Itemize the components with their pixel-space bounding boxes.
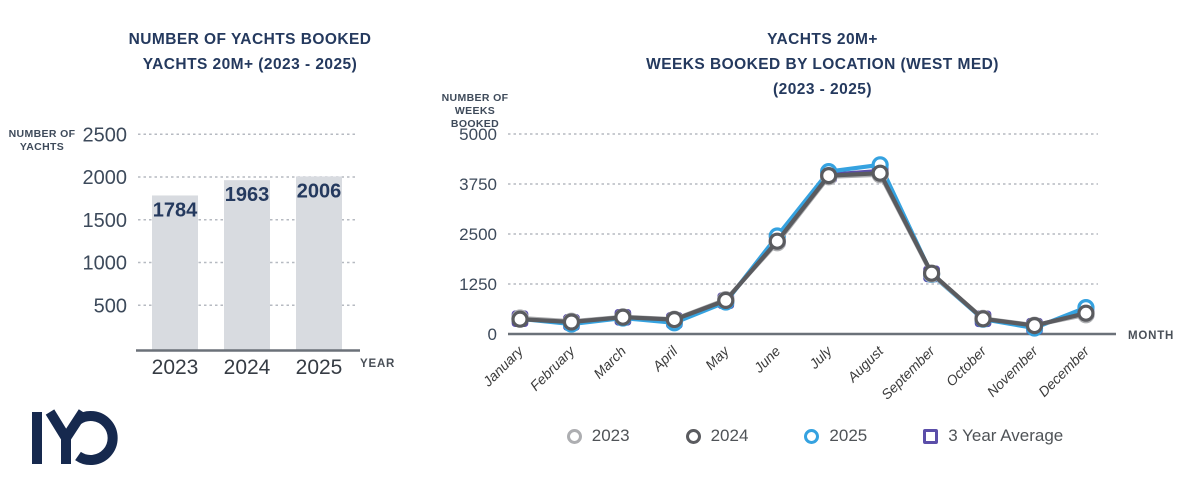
bar-y-tick-label: 1500 [83,210,128,232]
line-chart-y-axis-label: NUMBER OF WEEKS BOOKED [430,92,520,131]
bar-chart-y-axis-label-line2: YACHTS [19,141,65,153]
line-chart-x-axis-label: MONTH [1128,330,1175,342]
iyc-logo [32,409,118,465]
data-point-2024 [511,310,529,328]
legend-item-2024: 2024 [685,426,749,446]
line-chart-title-line2: WEEKS BOOKED BY LOCATION (WEST MED) [646,56,999,73]
data-point-2024 [717,291,735,309]
month-tick-label: May [702,342,733,373]
bar-2024 [224,180,270,350]
legend-label: 2024 [710,426,749,445]
bar-x-tick-label: 2023 [152,356,199,379]
bar-chart-x-axis-label: YEAR [360,358,396,370]
month-tick-label: August [843,342,887,386]
bar-chart-title: NUMBER OF YACHTS BOOKED YACHTS 20M+ (202… [110,27,390,77]
line-chart-y-axis-label-line1: NUMBER OF [441,92,509,104]
bar-chart-plot: 500 1000 1500 2000 2500 1784 2023 1963 2024 2006 2… [83,124,360,379]
line-y-tick-label: 1250 [459,275,497,294]
series-line-2025 [517,162,1089,331]
bar-chart-y-axis-label: NUMBER OF YACHTS [6,128,78,154]
series-line-2024 [517,171,1089,328]
legend-item-2025: 2025 [804,426,867,446]
month-tick-label: July [805,342,835,372]
data-point-2024 [922,264,941,282]
iyc-logo-letter-c [75,411,118,465]
series-line-2023 [517,172,1089,328]
data-point-2024 [820,167,838,185]
bar-y-tick-label: 2000 [83,167,128,189]
iyc-logo-letter-i [32,412,42,464]
month-tick-label: February [527,342,579,394]
line-y-tick-label: 5000 [459,125,497,144]
bar-chart-title-line1: NUMBER OF YACHTS BOOKED [128,31,372,48]
legend-circle-swatch [804,428,820,444]
data-point-2024 [768,232,786,250]
line-y-tick-label: 3750 [459,175,497,194]
month-tick-label: March [590,343,629,382]
data-point-2024 [1025,317,1044,335]
month-tick-label: January [479,342,527,390]
month-tick-label: September [878,342,939,403]
line-chart-title-line3: (2023 - 2025) [773,81,872,98]
legend-label: 3 Year Average [948,426,1064,445]
legend-label: 2025 [829,426,868,445]
legend-circle-swatch [566,428,582,444]
month-tick-label: April [649,342,681,374]
bar-value-label: 2006 [297,180,342,202]
line-y-tick-label: 2500 [459,225,497,244]
bar-x-tick-label: 2024 [224,356,271,379]
bar-y-tick-label: 1000 [83,253,128,275]
data-point-2024 [871,164,889,182]
data-point-2024 [974,310,992,328]
legend-item-2023: 2023 [566,426,630,446]
data-point-2024 [1077,304,1095,322]
month-tick-label: October [943,342,990,389]
data-point-2024 [614,308,632,326]
month-tick-label: June [750,343,784,377]
bar-x-tick-label: 2025 [296,356,343,379]
legend-square-swatch [923,428,939,444]
bar-value-label: 1963 [225,184,270,206]
bar-chart-title-line2: YACHTS 20M+ (2023 - 2025) [142,56,358,73]
month-tick-label: December [1035,342,1093,400]
legend-item-3-year-average: 3 Year Average [923,426,1063,446]
month-tick-label: November [984,342,1042,400]
line-chart-plot: 0 1250 2500 3750 5000 January February March Apr… [459,125,1116,403]
data-point-2024 [665,311,683,329]
line-chart-legend: 2023 2024 2025 3 Year Average [470,426,1160,446]
legend-label: 2023 [591,426,630,445]
bar-chart-y-axis-label-line1: NUMBER OF [8,128,76,140]
legend-circle-swatch [685,428,701,444]
bar-value-label: 1784 [153,199,198,221]
bar-y-tick-label: 500 [94,295,127,317]
bar-2025 [296,176,342,350]
bar-y-tick-label: 2500 [83,124,128,146]
data-point-2024 [562,313,581,331]
series-line-3-year-average [517,168,1089,329]
bar-2023 [152,195,198,350]
line-y-tick-label: 0 [488,325,497,344]
line-chart-title-line1: YACHTS 20M+ [767,31,878,48]
line-chart-title: YACHTS 20M+ WEEKS BOOKED BY LOCATION (WE… [590,27,1055,102]
line-chart-y-axis-label-line2: WEEKS BOOKED [450,105,500,130]
